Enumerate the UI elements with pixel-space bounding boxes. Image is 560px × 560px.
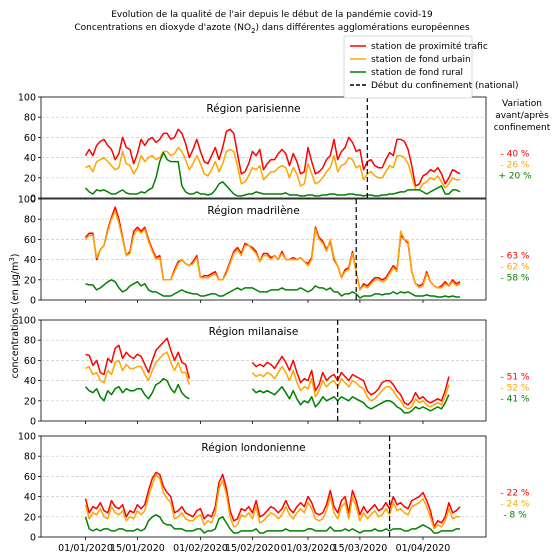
panel-title: Région madrilène [207, 205, 299, 217]
y-tick-label: 80 [24, 452, 36, 463]
variation-label: + 20 % [498, 172, 532, 182]
y-tick-label: 40 [24, 492, 36, 503]
y-tick-label: 20 [24, 512, 36, 523]
series-line [85, 351, 191, 385]
series-line [84, 471, 461, 528]
series-line [85, 279, 460, 299]
x-tick-label: 01/02/2020 [173, 543, 228, 554]
variation-label: - 62 % [501, 263, 530, 273]
y-tick-label: 60 [24, 235, 36, 246]
variation-header-1: Variation [502, 99, 542, 109]
series-line [84, 377, 190, 402]
variation-label: - 26 % [501, 161, 530, 171]
y-tick-label: 60 [24, 356, 36, 367]
panel-1: 0 20 40 60 80 100 Région parisienne - 40 %- 26 … [18, 93, 532, 205]
legend-frame [343, 35, 473, 99]
y-tick-label: 60 [24, 472, 36, 483]
figure-title-line1: Evolution de la qualité de l'air depuis … [111, 9, 433, 20]
y-tick-label: 20 [24, 173, 36, 184]
series-line [251, 385, 450, 414]
series-line [84, 151, 461, 197]
y-tick-label: 80 [24, 336, 36, 347]
y-tick-label: 80 [24, 113, 36, 124]
x-tick-label: 15/03/2020 [333, 543, 388, 554]
panel-title: Région milanaise [209, 326, 299, 338]
y-tick-label: 40 [24, 376, 36, 387]
y-tick-label: 40 [24, 255, 36, 266]
panel-title: Région londonienne [201, 442, 305, 454]
y-tick-label: 0 [30, 417, 36, 428]
panel-3: 0 20 40 60 80 100 Région milanaise - 51 %- 52 %… [18, 316, 530, 428]
figure-title-line2: Concentrations en dioxyde d'azote (NO2) … [74, 22, 470, 35]
panel-title: Région parisienne [206, 103, 300, 115]
legend-label: Début du confinement (national) [371, 80, 519, 91]
series-line [84, 210, 461, 291]
y-tick-label: 0 [30, 194, 36, 205]
variation-label: - 63 % [501, 252, 530, 262]
legend-label: station de fond rural [371, 68, 463, 78]
y-axis-label: concentrations (en µg/m3) [8, 253, 21, 378]
y-tick-label: 100 [18, 432, 36, 443]
y-tick-label: 100 [18, 93, 36, 104]
x-tick-label: 01/01/2020 [58, 543, 113, 554]
series-line [251, 355, 450, 406]
variation-label: - 41 % [501, 395, 530, 405]
variation-label: - 24 % [501, 500, 530, 510]
y-tick-label: 0 [30, 296, 36, 307]
legend-label: station de proximité trafic [371, 41, 488, 52]
y-tick-label: 20 [24, 396, 36, 407]
y-tick-label: 60 [24, 133, 36, 144]
y-tick-label: 100 [18, 316, 36, 327]
y-tick-label: 40 [24, 153, 36, 164]
variation-label: - 58 % [501, 274, 530, 284]
legend-label: station de fond urbain [371, 55, 471, 65]
x-tick-label: 01/03/2020 [281, 543, 336, 554]
series-line [85, 146, 460, 191]
x-tick-label: 15/01/2020 [110, 543, 165, 554]
variation-label: - 52 % [501, 384, 530, 394]
variation-label: - 51 % [501, 373, 530, 383]
series-line [84, 473, 460, 530]
panel-frame [40, 96, 487, 199]
y-tick-label: 80 [24, 215, 36, 226]
variation-label: - 22 % [501, 489, 530, 499]
x-tick-label: 15/02/2020 [225, 543, 280, 554]
x-tick-label: 01/04/2020 [396, 543, 451, 554]
series-line [84, 128, 461, 187]
variation-header-2: avant/après [495, 110, 549, 121]
variation-label: - 8 % [503, 511, 527, 521]
panel-2: 0 20 40 60 80 100 Région madrilène - 63 %- 62 %… [18, 195, 530, 307]
series-line [251, 365, 450, 410]
variation-label: - 40 % [501, 150, 530, 160]
legend: station de proximité trafic station de fo… [343, 35, 519, 99]
variation-header-3: confinement [494, 123, 551, 133]
panel-frame [40, 319, 487, 422]
y-tick-label: 20 [24, 275, 36, 286]
series-line [85, 337, 191, 379]
y-tick-label: 100 [18, 195, 36, 206]
y-tick-label: 0 [30, 533, 36, 544]
series-line [84, 514, 460, 534]
